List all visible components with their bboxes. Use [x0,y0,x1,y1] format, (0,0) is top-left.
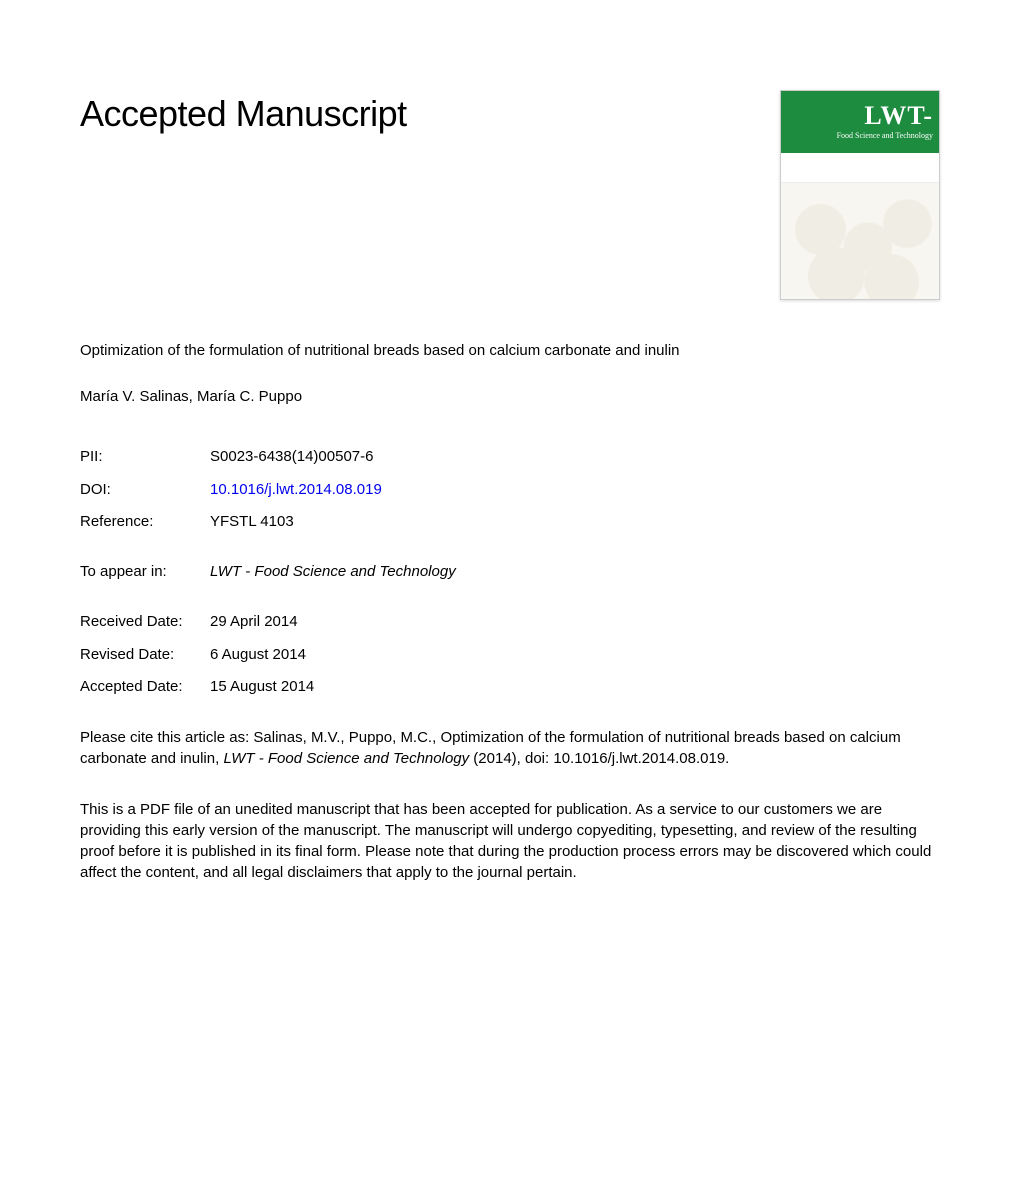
disclaimer-paragraph: This is a PDF file of an unedited manusc… [80,799,940,883]
doi-label: DOI: [80,480,210,500]
meta-row-revised: Revised Date: 6 August 2014 [80,645,940,665]
reference-label: Reference: [80,512,210,532]
doi-value: 10.1016/j.lwt.2014.08.019 [210,480,382,500]
header-row: Accepted Manuscript LWT- Food Science an… [80,90,940,300]
doi-link[interactable]: 10.1016/j.lwt.2014.08.019 [210,481,382,498]
appear-label: To appear in: [80,562,210,582]
accepted-label: Accepted Date: [80,677,210,697]
cover-journal-short: LWT- [864,103,933,129]
metadata-block: PII: S0023-6438(14)00507-6 DOI: 10.1016/… [80,447,940,697]
cover-image-area [781,183,939,299]
accepted-value: 15 August 2014 [210,677,314,697]
received-value: 29 April 2014 [210,612,298,632]
meta-row-appear: To appear in: LWT - Food Science and Tec… [80,562,940,582]
citation-paragraph: Please cite this article as: Salinas, M.… [80,727,920,769]
meta-row-accepted: Accepted Date: 15 August 2014 [80,677,940,697]
citation-suffix: (2014), doi: 10.1016/j.lwt.2014.08.019. [469,750,729,767]
received-label: Received Date: [80,612,210,632]
cover-header: LWT- Food Science and Technology [781,91,939,153]
pii-value: S0023-6438(14)00507-6 [210,447,373,467]
cover-mid-strip [781,153,939,183]
revised-label: Revised Date: [80,645,210,665]
article-title: Optimization of the formulation of nutri… [80,340,780,361]
revised-value: 6 August 2014 [210,645,306,665]
meta-row-reference: Reference: YFSTL 4103 [80,512,940,532]
cover-journal-subtitle: Food Science and Technology [837,131,933,142]
meta-row-doi: DOI: 10.1016/j.lwt.2014.08.019 [80,480,940,500]
meta-row-received: Received Date: 29 April 2014 [80,612,940,632]
citation-journal: LWT - Food Science and Technology [223,750,469,767]
reference-value: YFSTL 4103 [210,512,294,532]
article-authors: María V. Salinas, María C. Puppo [80,387,940,407]
journal-cover-thumbnail: LWT- Food Science and Technology [780,90,940,300]
meta-row-pii: PII: S0023-6438(14)00507-6 [80,447,940,467]
pii-label: PII: [80,447,210,467]
appear-value: LWT - Food Science and Technology [210,562,456,582]
page-heading: Accepted Manuscript [80,90,407,139]
